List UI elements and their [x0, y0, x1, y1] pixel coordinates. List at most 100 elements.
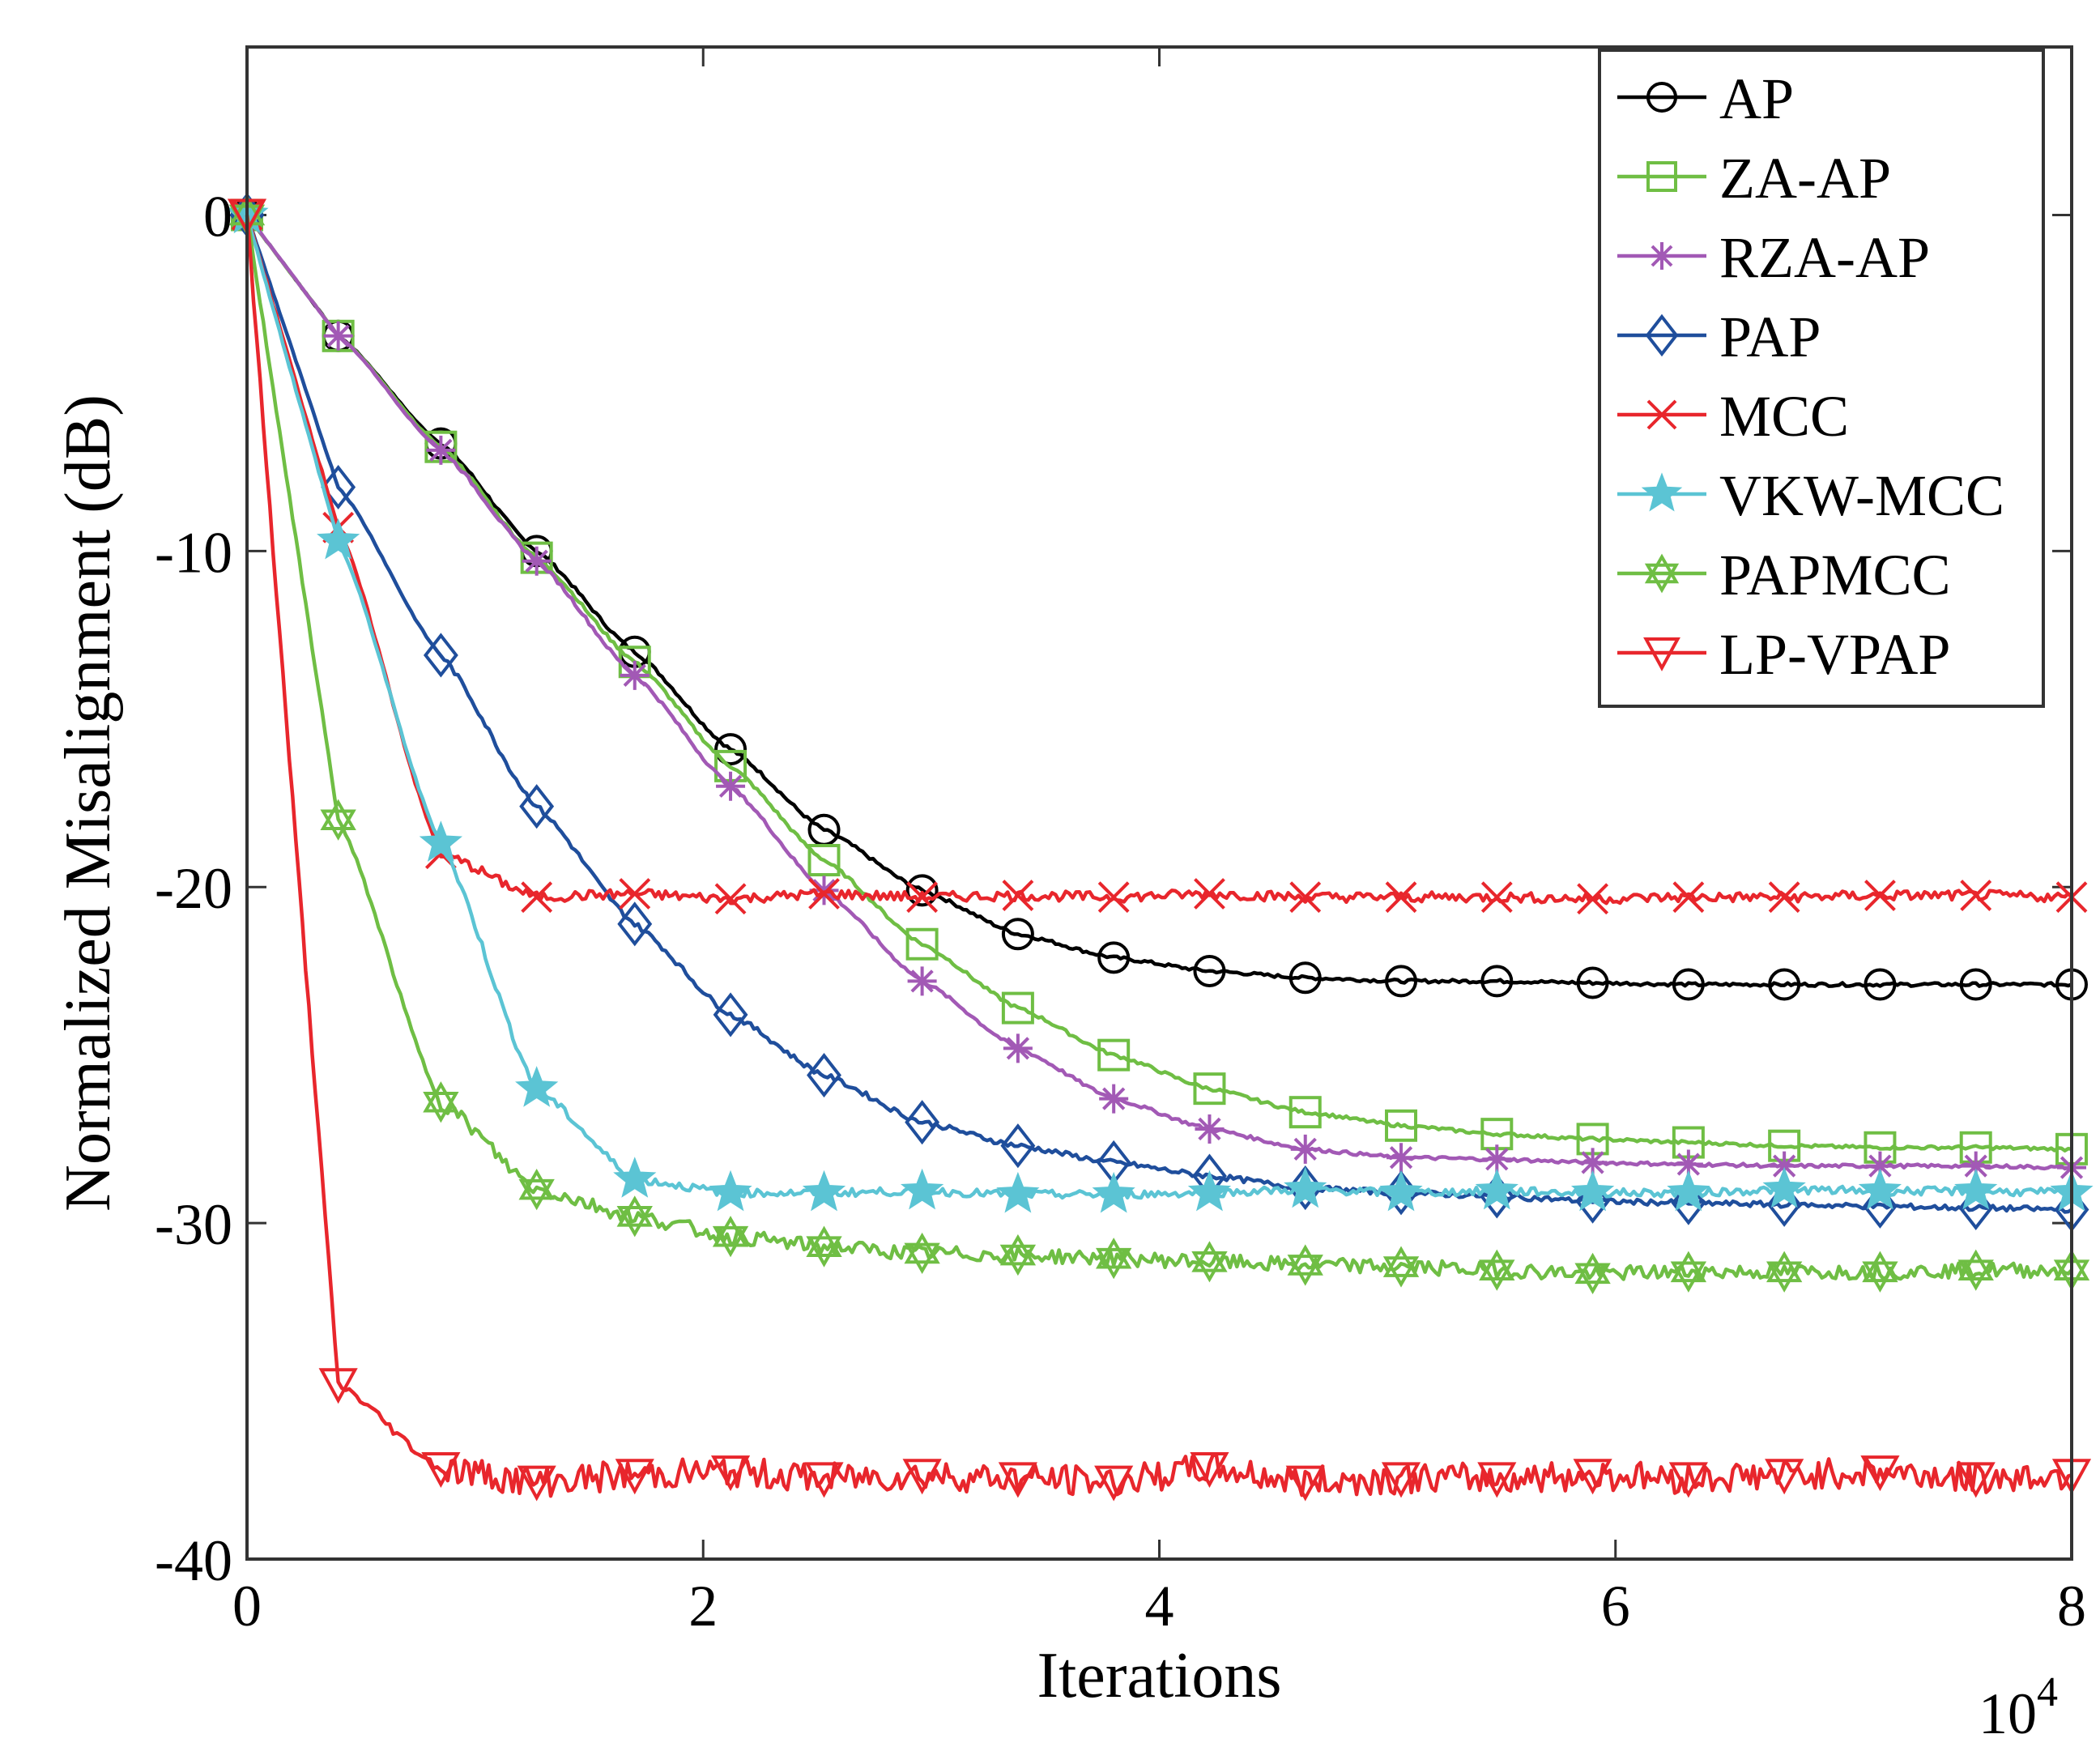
marker-triangle-down — [1643, 637, 1680, 671]
marker-hexagram-triangle — [320, 809, 356, 841]
marker-hexagram-triangle — [1382, 1256, 1420, 1288]
marker-asterisk — [323, 321, 353, 351]
marker-hexagram — [1670, 1251, 1707, 1293]
marker-diamond — [321, 464, 356, 510]
marker-hexagram-triangle — [1382, 1246, 1420, 1277]
legend-label: AP — [1719, 66, 1794, 131]
legend-item: PAPMCC — [1617, 543, 1951, 607]
marker-diamond — [1000, 1123, 1036, 1169]
marker-circle — [1001, 918, 1034, 951]
marker-square — [1385, 1109, 1418, 1142]
marker-hexagram-triangle — [1957, 1249, 1994, 1280]
marker-star — [1858, 1168, 1902, 1210]
marker-hexagram — [1574, 1252, 1611, 1294]
marker-hexagram — [904, 1232, 940, 1275]
marker-asterisk — [1195, 1114, 1225, 1144]
marker-x — [1864, 880, 1896, 912]
marker-hexagram-triangle — [1574, 1263, 1611, 1294]
marker-circle — [1480, 965, 1514, 998]
series-line — [245, 214, 2072, 1171]
marker-star — [1187, 1170, 1232, 1212]
marker-hexagram — [423, 1081, 459, 1123]
marker-hexagram-triangle — [1644, 553, 1680, 584]
plot-frame — [245, 45, 2073, 1561]
marker-square — [1001, 991, 1034, 1025]
marker-hexagram-triangle — [806, 1236, 842, 1268]
marker-hexagram-triangle — [1096, 1238, 1132, 1269]
marker-triangle-down — [1956, 1462, 1996, 1498]
marker-asterisk — [907, 966, 937, 996]
marker-hexagram — [1382, 1246, 1420, 1288]
marker-diamond — [1288, 1165, 1323, 1211]
marker-star — [1092, 1171, 1135, 1213]
marker-hexagram — [1862, 1251, 1898, 1293]
marker-hexagram-triangle — [999, 1234, 1037, 1266]
marker-square — [1289, 1096, 1322, 1129]
marker-star — [1641, 472, 1683, 512]
marker-circle — [1646, 82, 1677, 113]
marker-hexagram-triangle — [423, 1091, 459, 1123]
marker-square — [905, 927, 939, 961]
marker-asterisk — [1290, 1134, 1320, 1164]
marker-triangle-down — [1765, 1459, 1804, 1495]
marker-star — [1379, 1170, 1423, 1212]
marker-triangle-down — [517, 1465, 556, 1502]
marker-asterisk — [522, 546, 552, 576]
legend-label: RZA-AP — [1719, 225, 1930, 290]
series-mcc — [231, 199, 2088, 915]
marker-circle — [1864, 968, 1897, 1001]
marker-star — [1570, 1170, 1615, 1212]
marker-diamond — [807, 1053, 841, 1098]
marker-hexagram-triangle — [1479, 1259, 1515, 1291]
marker-star — [1954, 1168, 1998, 1210]
marker-hexagram-triangle — [518, 1178, 555, 1211]
legend-label: VKW-MCC — [1719, 463, 2004, 528]
marker-hexagram — [1644, 553, 1680, 594]
marker-hexagram-triangle — [1096, 1247, 1132, 1280]
marker-asterisk — [1099, 1084, 1129, 1114]
marker-star — [1762, 1166, 1806, 1208]
marker-asterisk — [426, 435, 456, 465]
marker-hexagram — [1766, 1251, 1803, 1293]
marker-hexagram — [518, 1169, 555, 1211]
marker-hexagram-triangle — [806, 1225, 842, 1257]
marker-triangle-down — [710, 1455, 751, 1492]
marker-hexagram — [616, 1195, 653, 1238]
marker-hexagram-triangle — [320, 799, 356, 831]
series-line — [245, 215, 2072, 1498]
marker-asterisk — [716, 771, 746, 801]
marker-triangle-down — [1094, 1465, 1134, 1502]
legend-item: PAP — [1617, 305, 1821, 369]
marker-diamond — [617, 901, 653, 947]
marker-asterisk — [1673, 1149, 1703, 1179]
marker-hexagram-triangle — [1287, 1244, 1323, 1276]
marker-x — [521, 881, 553, 914]
legend-label: PAP — [1719, 305, 1821, 369]
marker-diamond — [1645, 313, 1679, 357]
marker-diamond — [423, 633, 458, 678]
marker-x — [1960, 880, 1992, 912]
marker-x — [1097, 881, 1130, 914]
marker-diamond — [519, 784, 555, 829]
marker-hexagram-triangle — [616, 1195, 653, 1227]
marker-star — [802, 1170, 846, 1212]
marker-triangle-down — [1573, 1459, 1612, 1495]
marker-triangle-down — [421, 1451, 461, 1488]
marker-x — [1002, 880, 1034, 912]
marker-asterisk — [1578, 1148, 1608, 1178]
marker-star — [709, 1170, 752, 1212]
legend-item: MCC — [1617, 384, 1849, 449]
marker-asterisk — [1648, 242, 1676, 270]
marker-circle — [1289, 961, 1322, 995]
y-axis-label: Normalized Misalignment (dB) — [53, 394, 124, 1212]
series-group — [225, 192, 2094, 1502]
x-tick-label: 8 — [2057, 1574, 2086, 1638]
x-tick-label: 4 — [1145, 1574, 1174, 1638]
marker-asterisk — [620, 660, 650, 690]
legend-box — [1598, 49, 2045, 708]
legend-item: ZA-AP — [1617, 146, 1891, 211]
marker-hexagram-triangle — [1287, 1255, 1323, 1286]
marker-hexagram-triangle — [1766, 1251, 1803, 1283]
